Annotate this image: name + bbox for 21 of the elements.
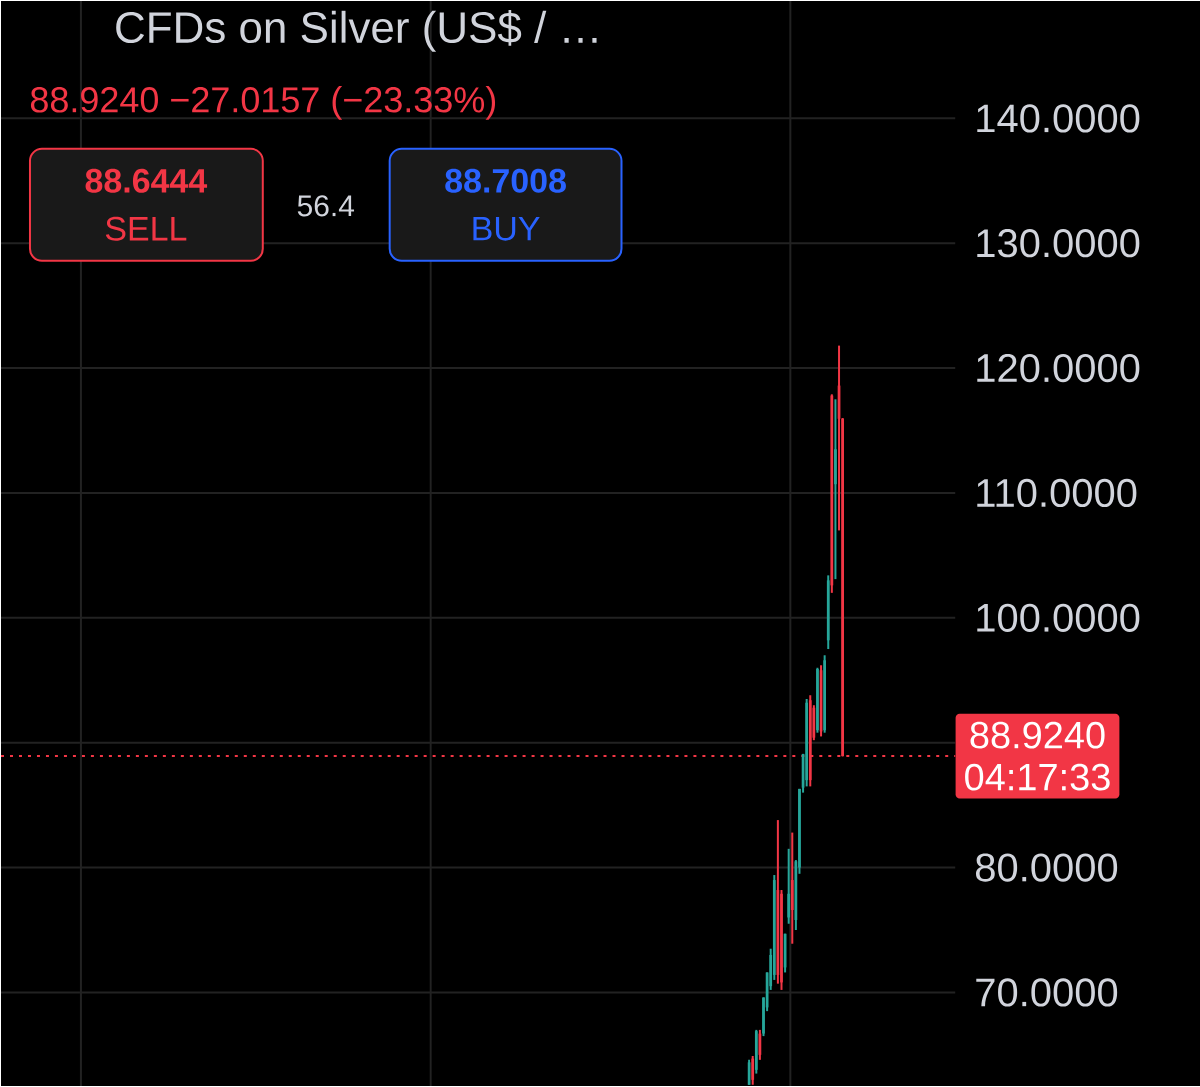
candlestick	[787, 847, 791, 925]
y-tick-label: 140.0000	[977, 104, 1140, 133]
text: BUY	[473, 216, 540, 241]
y-tick-label: 100.0000	[977, 603, 1140, 632]
y-tick-label: 130.0000	[977, 229, 1140, 258]
text: CFDs on Silver (US$ / …	[116, 10, 597, 52]
text: SELL	[105, 216, 187, 241]
y-tick-label: 120.0000	[977, 353, 1140, 383]
candlestick	[834, 398, 837, 581]
text: 88.7008	[445, 168, 566, 193]
candlestick	[816, 666, 819, 734]
text: 04:17:33	[965, 763, 1110, 791]
text: 56.4	[297, 195, 355, 217]
ref-line-label: 88.9240	[970, 721, 1105, 749]
y-tick-label: 80.0000	[975, 853, 1118, 882]
y-tick-label: 110.0000	[977, 478, 1137, 508]
text: 88.6444	[85, 168, 208, 193]
text: 88.9240 −27.0157 (−23.33%)	[30, 86, 496, 120]
y-tick-label: 70.0000	[976, 978, 1118, 1007]
candlestick	[823, 654, 827, 734]
candlestick	[751, 1055, 755, 1086]
